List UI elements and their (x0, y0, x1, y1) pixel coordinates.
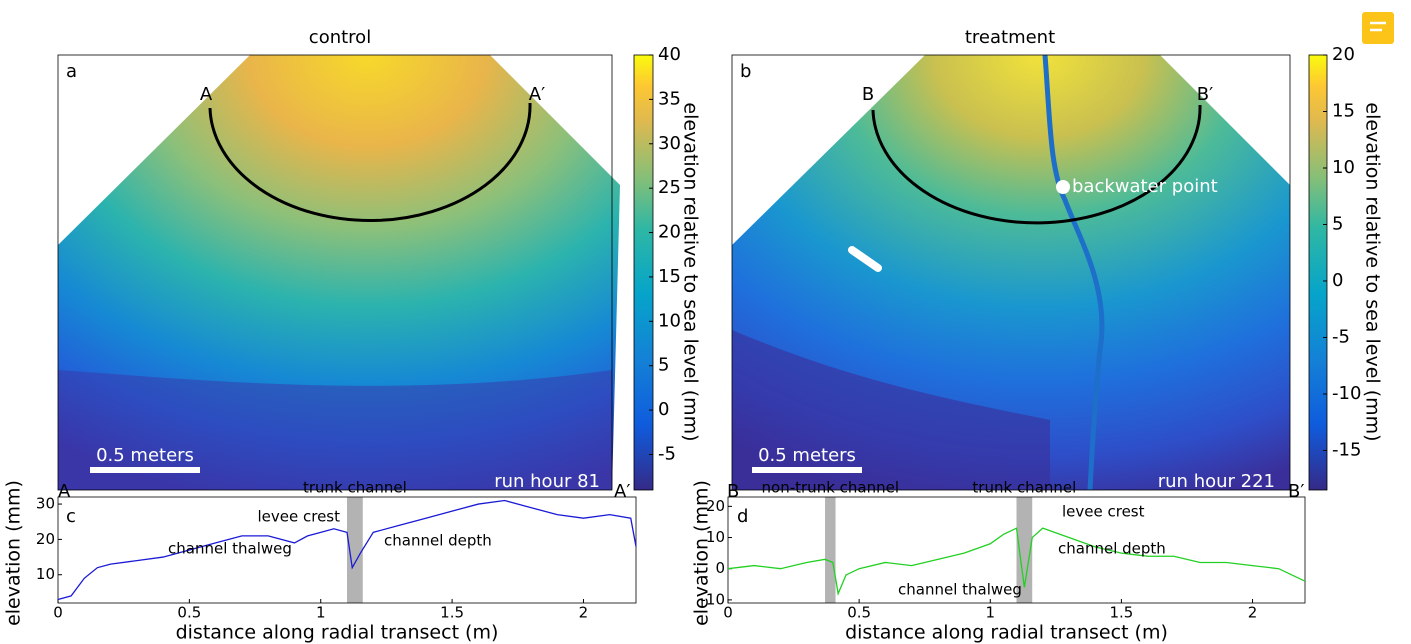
y-tick-label: 20 (706, 497, 725, 515)
x-tick-label: 0.5 (847, 604, 871, 622)
x-tick-label: 1.5 (1109, 604, 1133, 622)
panel-label: b (740, 61, 751, 82)
x-axis-label: distance along radial transect (m) (176, 622, 499, 644)
panel-label: c (66, 506, 76, 527)
channel-band (825, 497, 836, 603)
colorbar-tick-label: 0 (658, 399, 669, 420)
y-tick-label: -10 (701, 590, 726, 608)
scale-bar-label: 0.5 meters (758, 445, 856, 466)
blob (848, 246, 882, 272)
transect-end: A (58, 481, 71, 502)
colorbar (1308, 54, 1328, 491)
colorbar-tick-label: -15 (1332, 439, 1361, 460)
panel-label: a (66, 61, 77, 82)
transect-b (871, 104, 1202, 225)
profile-line (57, 499, 637, 601)
colorbar-tick-label: 0 (1332, 270, 1343, 291)
x-axis-label: distance along radial transect (m) (845, 622, 1168, 644)
run-hour: run hour 221 (1158, 471, 1275, 492)
profile-line (727, 527, 1306, 596)
colorbar-label: elevation relative to sea level (mm) (680, 102, 702, 441)
band-label: non-trunk channel (762, 479, 899, 497)
plot-frame (57, 496, 637, 604)
point-label: backwater point (1072, 176, 1218, 197)
transect-end: B′ (1197, 84, 1213, 105)
colorbar-tick-label: 5 (658, 355, 669, 376)
x-tick-label: 2 (1248, 604, 1258, 622)
colorbar-label: elevation relative to sea level (mm) (1362, 102, 1384, 441)
band-label: trunk channel (303, 479, 407, 497)
colorbar-tick-label: 40 (658, 44, 681, 65)
colorbar-tick-label: 20 (658, 222, 681, 243)
colorbar-tick-label: 20 (1332, 44, 1355, 65)
colorbar (633, 54, 654, 491)
annotation: channel thalweg (898, 581, 1022, 599)
annotation: levee crest (1062, 503, 1145, 521)
x-tick-label: 0 (53, 604, 63, 622)
y-tick-label: 30 (36, 495, 55, 513)
annotation: channel thalweg (168, 540, 292, 558)
trunk-channel (1042, 54, 1105, 491)
plot-frame (727, 496, 1306, 604)
note-icon[interactable] (1362, 12, 1394, 44)
map-title: treatment (965, 27, 1055, 48)
colorbar-tick-label: -5 (1332, 326, 1350, 347)
y-axis-label: elevation (mm) (3, 480, 25, 626)
transect-end: A (200, 84, 213, 105)
x-tick-label: 1 (316, 604, 326, 622)
panel-label: d (737, 506, 748, 527)
y-tick-label: 20 (36, 530, 55, 548)
map-frame (57, 54, 613, 491)
transect-end: B (727, 481, 739, 502)
colorbar-tick-label: 15 (1332, 100, 1355, 121)
maps (58, 54, 1290, 491)
map-title: control (309, 27, 371, 48)
y-tick-label: 0 (715, 559, 725, 577)
x-tick-label: 1 (985, 604, 995, 622)
scale-bar-label: 0.5 meters (96, 445, 194, 466)
transect-end: B (862, 84, 874, 105)
colorbar-tick-label: 5 (1332, 213, 1343, 234)
colorbar-tick-label: 10 (658, 310, 681, 331)
band-label: trunk channel (972, 479, 1076, 497)
colorbar-tick-label: 30 (658, 133, 681, 154)
colorbar-tick-label: 15 (658, 266, 681, 287)
annotation: channel depth (1058, 540, 1166, 558)
map-b-shelf (732, 330, 1050, 490)
x-tick-label: 0 (723, 604, 733, 622)
x-tick-label: 1.5 (440, 604, 464, 622)
x-tick-label: 2 (579, 604, 589, 622)
colorbar-tick-label: -10 (1332, 383, 1361, 404)
channel-band (347, 497, 363, 603)
transect-a (208, 102, 532, 222)
y-tick-label: 10 (36, 565, 55, 583)
transect-end: B′ (1288, 481, 1304, 502)
colorbar-tick-label: 35 (658, 88, 681, 109)
annotation: channel depth (384, 532, 492, 550)
colorbar-tick-label: 10 (1332, 157, 1355, 178)
transect-end: A′ (529, 84, 545, 105)
colorbar-tick-label: -5 (658, 443, 676, 464)
annotation: levee crest (257, 508, 340, 526)
x-tick-label: 0.5 (177, 604, 201, 622)
run-hour: run hour 81 (494, 471, 600, 492)
y-axis-label: elevation (mm) (691, 480, 713, 626)
transect-end: A′ (614, 481, 630, 502)
backwater-point (1056, 180, 1070, 194)
colorbar-tick-label: 25 (658, 177, 681, 198)
map-frame (731, 54, 1291, 491)
channel-band (1016, 497, 1033, 603)
map-a-shelf (58, 370, 612, 490)
y-tick-label: 10 (706, 528, 725, 546)
